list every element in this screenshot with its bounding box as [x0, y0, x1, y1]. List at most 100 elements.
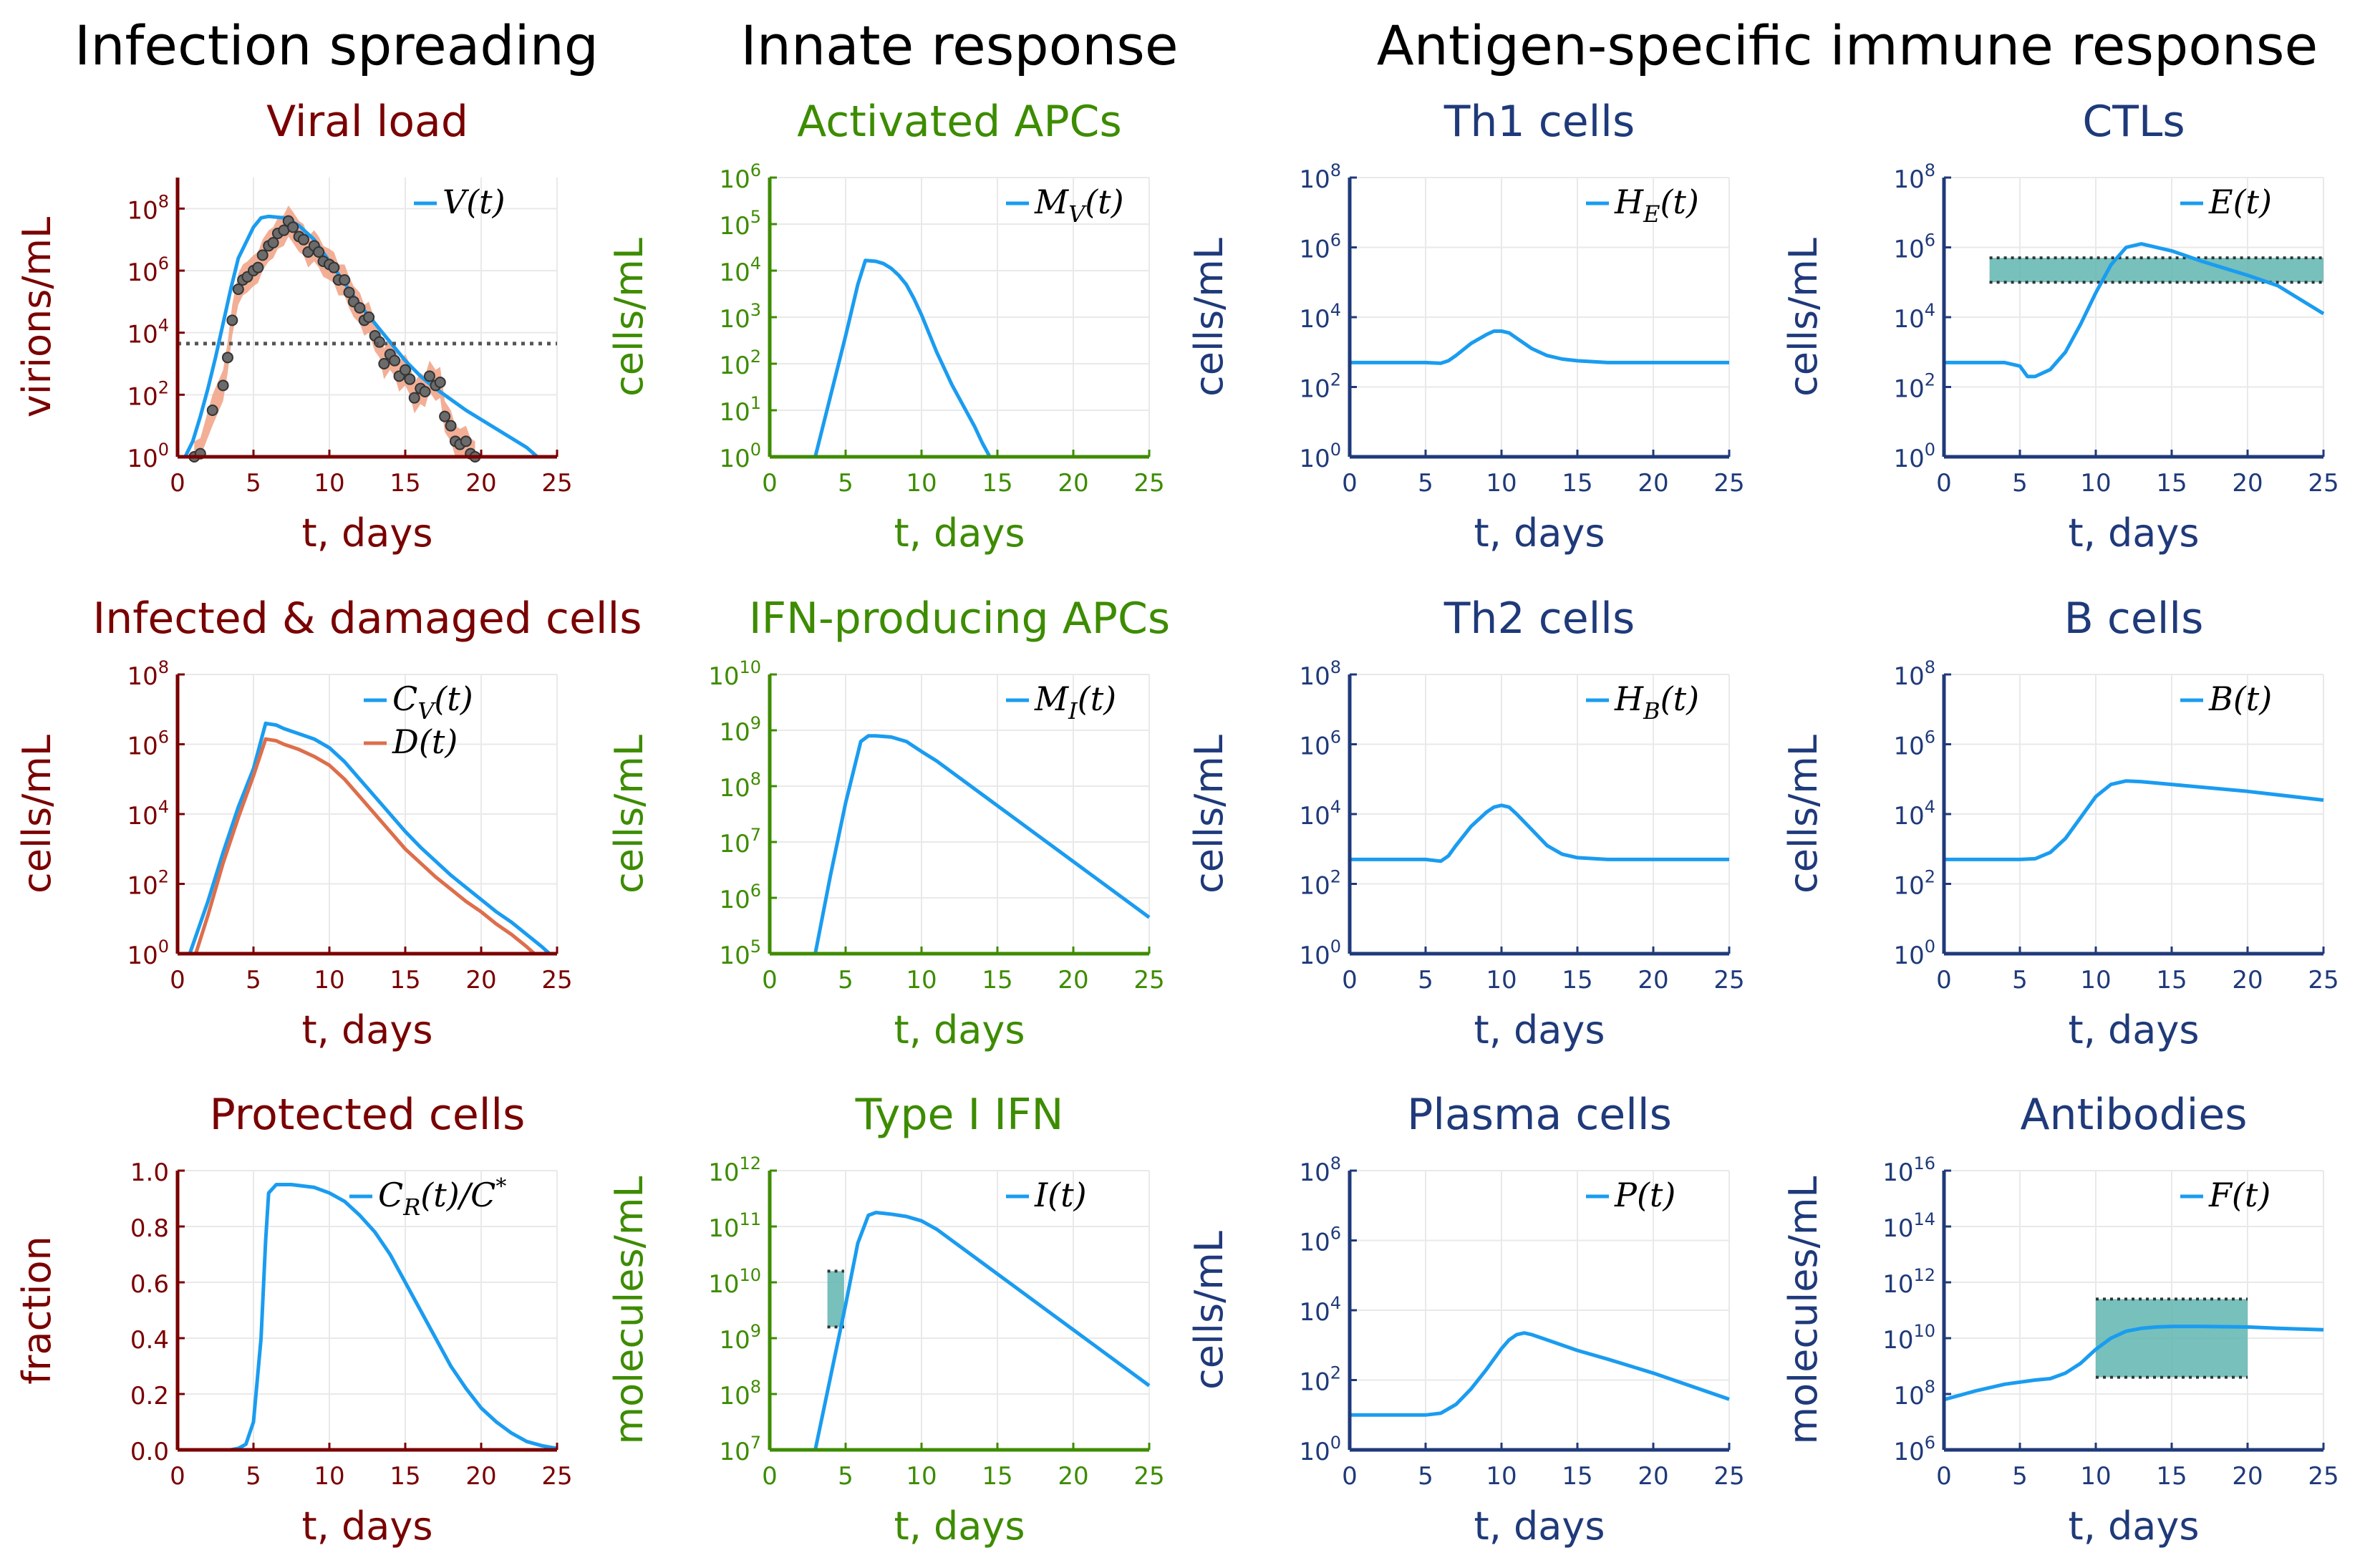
legend-args: (t): [1660, 679, 1699, 718]
y-tick-label: 108: [719, 1377, 761, 1410]
legend-label: B(t): [2208, 679, 2272, 718]
y-tick-base: 10: [1299, 942, 1330, 970]
series-line-het: [1350, 329, 1729, 365]
y-tick-exponent: 4: [1330, 797, 1341, 817]
y-tick-exponent: 0: [750, 440, 761, 460]
y-tick-base: 10: [719, 718, 750, 747]
y-tick-exponent: 2: [1925, 867, 1935, 887]
x-tick-label: 0: [1936, 1462, 1952, 1491]
data-point: [267, 237, 279, 248]
y-tick-base: 10: [1299, 662, 1330, 691]
y-tick-exponent: 1: [750, 393, 761, 413]
x-tick-label: 0: [1936, 469, 1952, 498]
x-axis-label: t, days: [894, 510, 1025, 556]
x-tick-label: 5: [1418, 966, 1433, 994]
legend-args: (t): [434, 679, 473, 718]
y-tick-label: 106: [1299, 727, 1341, 761]
x-tick-label: 20: [465, 966, 496, 994]
y-tick-base: 10: [719, 1382, 750, 1410]
x-tick-label: 10: [2080, 469, 2111, 498]
y-tick-base: 10: [1882, 1326, 1913, 1355]
x-tick-label: 20: [1058, 1462, 1088, 1491]
y-tick-exponent: 4: [1330, 1293, 1341, 1313]
y-tick-exponent: 2: [1330, 867, 1341, 887]
y-tick-label: 104: [1299, 1293, 1341, 1327]
legend-label: CV(t): [392, 679, 473, 725]
y-tick-base: 10: [1893, 305, 1924, 334]
reference-band: [827, 1271, 844, 1327]
y-axis-label: cells/mL: [1186, 735, 1232, 894]
x-tick-label: 5: [246, 469, 261, 498]
y-tick-exponent: 8: [750, 769, 761, 789]
y-tick-label: 104: [719, 253, 761, 287]
y-tick-base: 10: [127, 258, 158, 287]
x-tick-label: 10: [314, 469, 344, 498]
y-tick-label: 106: [1893, 727, 1935, 761]
y-axis-label: cells/mL: [1186, 238, 1232, 397]
x-axis-label: t, days: [894, 1504, 1025, 1549]
y-axis-label: molecules/mL: [606, 1176, 652, 1444]
section-title-innate: Innate response: [740, 14, 1178, 77]
legend-args: (t): [466, 183, 505, 221]
y-tick-base: 10: [1299, 236, 1330, 264]
legend-superscript: *: [495, 1174, 506, 1199]
x-tick-label: 25: [1133, 1462, 1164, 1491]
y-tick-exponent: 6: [158, 253, 169, 274]
y-tick-base: 10: [719, 398, 750, 427]
x-tick-label: 10: [1486, 966, 1517, 994]
x-tick-label: 0: [170, 966, 185, 994]
y-tick-label: 108: [1299, 657, 1341, 691]
panel-title: Activated APCs: [797, 97, 1121, 147]
y-tick-label: 102: [1299, 1363, 1341, 1397]
y-tick-base: 10: [1893, 1382, 1924, 1410]
panel-title: CTLs: [2082, 97, 2185, 147]
x-tick-label: 5: [1418, 1462, 1433, 1491]
y-tick-base: 10: [708, 1158, 739, 1187]
y-tick-exponent: 10: [739, 1265, 761, 1285]
y-tick-label: 102: [1299, 370, 1341, 404]
y-tick-exponent: 12: [739, 1153, 761, 1173]
x-tick-label: 0: [762, 966, 778, 994]
y-tick-exponent: 0: [1925, 440, 1935, 460]
data-point: [408, 392, 420, 404]
y-tick-exponent: 6: [1330, 727, 1341, 747]
legend-subscript: V: [1068, 200, 1087, 228]
y-tick-base: 10: [719, 165, 750, 194]
y-tick-base: 10: [127, 802, 158, 831]
y-tick-exponent: 8: [1330, 1153, 1341, 1173]
x-tick-label: 20: [1058, 966, 1088, 994]
data-point: [221, 352, 233, 364]
x-tick-label: 25: [1133, 966, 1164, 994]
y-tick-label: 1012: [708, 1153, 761, 1187]
x-tick-label: 10: [2080, 966, 2111, 994]
y-tick-label: 0.8: [130, 1214, 169, 1243]
y-tick-label: 108: [1299, 1153, 1341, 1187]
y-tick-exponent: 7: [750, 1433, 761, 1453]
x-tick-label: 5: [2012, 469, 2028, 498]
y-tick-label: 104: [1893, 797, 1935, 831]
panel-title: Infected & damaged cells: [93, 594, 642, 644]
y-tick-label: 100: [1299, 937, 1341, 970]
x-tick-label: 15: [1562, 966, 1592, 994]
y-tick-base: 10: [127, 732, 158, 761]
x-tick-label: 20: [1058, 469, 1088, 498]
y-tick-label: 108: [1299, 160, 1341, 194]
y-tick-label: 1010: [1882, 1321, 1935, 1355]
y-tick-label: 106: [1299, 1224, 1341, 1257]
x-tick-label: 0: [762, 469, 778, 498]
x-axis-label: t, days: [1474, 510, 1605, 556]
y-tick-label: 100: [127, 937, 169, 970]
legend-label: F(t): [2208, 1176, 2270, 1214]
data-point: [404, 373, 416, 385]
y-tick-base: 10: [1893, 732, 1924, 761]
series-line-dt: [194, 737, 536, 955]
y-axis-label: cells/mL: [1781, 735, 1826, 894]
legend-args: (t): [1078, 679, 1116, 718]
data-point: [339, 274, 351, 286]
legend-args: (t): [419, 722, 458, 761]
y-tick-base: 10: [1893, 662, 1924, 691]
x-axis-label: t, days: [302, 1007, 433, 1052]
